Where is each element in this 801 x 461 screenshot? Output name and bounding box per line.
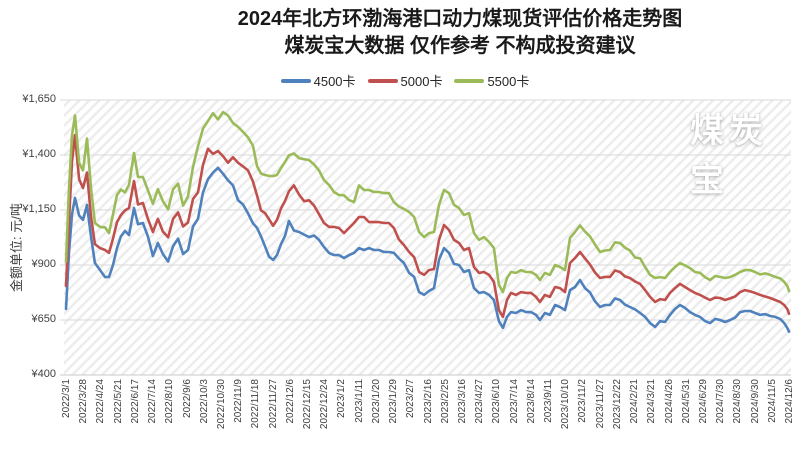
chart-subtitle: 煤炭宝大数据 仅作参考 不构成投资建议 (284, 35, 636, 57)
x-tick-label: 2022/4/24 (95, 379, 107, 424)
plot-background (64, 100, 791, 375)
x-tick-label: 2024/8/30 (732, 379, 744, 424)
series-line-5000卡 (64, 133, 791, 319)
x-tick-label: 2022/6/17 (129, 379, 141, 424)
x-tick-label: 2022/12/15 (302, 379, 313, 430)
x-tick-label: 2022/11/27 (267, 379, 279, 429)
x-tick-label: 2023/9/11 (543, 379, 554, 423)
legend: 4500卡 5000卡 5500卡 (0, 71, 801, 90)
x-tick-label: 2024/11/5 (766, 379, 778, 423)
y-tick-label: ¥1,150 (22, 203, 56, 215)
series-line-5500卡 (64, 110, 791, 294)
series-line-4500卡 (64, 166, 791, 333)
x-tick-label: 2022/5/21 (112, 379, 124, 424)
x-tick-label: 2024/6/29 (697, 379, 709, 424)
legend-label-5500: 5500卡 (487, 74, 530, 89)
x-tick-label: 2024/7/30 (715, 379, 727, 424)
x-tick-label: 2023/6/10 (491, 379, 503, 424)
chart-title: 2024年北方环渤海港口动力煤现货评估价格走势图 (237, 8, 683, 30)
y-tick-label: ¥900 (31, 258, 56, 270)
y-tick-label: ¥400 (31, 368, 56, 380)
legend-item-4500[interactable]: 4500卡 (280, 71, 356, 90)
x-tick-label: 2023/10/10 (560, 379, 572, 430)
x-tick-label: 2023/1/2 (336, 379, 348, 418)
x-tick-label: 2022/11/18 (250, 379, 262, 429)
x-tick-label: 2022/8/10 (164, 379, 176, 424)
y-tick-label: ¥1,650 (22, 93, 56, 105)
x-tick-label: 2024/12/6 (784, 379, 795, 424)
legend-label-5000: 5000卡 (400, 74, 443, 89)
x-tick-label: 2023/4/27 (474, 379, 486, 424)
x-tick-label: 2022/3/1 (61, 379, 72, 418)
legend-item-5500[interactable]: 5500卡 (454, 71, 529, 90)
x-tick-label: 2023/2/25 (439, 379, 451, 424)
x-tick-label: 2023/1/11 (353, 379, 365, 423)
x-tick-label: 2023/11/2 (577, 379, 589, 423)
legend-label-4500: 4500卡 (313, 74, 356, 89)
x-tick-label: 2023/1/29 (388, 379, 400, 424)
x-tick-label: 2022/7/14 (147, 379, 159, 424)
x-tick-label: 2024/9/30 (749, 379, 761, 424)
x-tick-label: 2023/8/14 (525, 379, 537, 424)
watermark: 煤炭宝 (690, 112, 768, 199)
x-tick-label: 2024/2/21 (629, 379, 641, 424)
x-tick-label: 2023/2/7 (405, 379, 417, 418)
legend-marker-5000-icon (367, 78, 398, 83)
x-tick-label: 2024/3/21 (646, 379, 658, 424)
x-tick-label: 2022/10/3 (198, 379, 210, 424)
x-tick-label: 2024/5/31 (680, 379, 692, 424)
x-tick-label: 2023/1/20 (370, 379, 382, 424)
x-tick-label: 2023/3/16 (456, 379, 468, 424)
legend-item-5000[interactable]: 5000卡 (367, 71, 443, 90)
x-tick-label: 2023/2/16 (422, 379, 434, 424)
x-tick-label: 2022/11/9 (233, 379, 245, 423)
y-tick-label: ¥1,400 (22, 148, 56, 160)
x-tick-label: 2022/3/28 (78, 379, 90, 424)
x-tick-label: 2023/12/22 (611, 379, 623, 430)
title-block: 2024年北方环渤海港口动力煤现货评估价格走势图 煤炭宝大数据 仅作参考 不构成… (115, 6, 801, 60)
x-tick-label: 2022/12/24 (319, 379, 331, 430)
x-tick-label: 2022/10/30 (215, 379, 227, 430)
x-tick-label: 2023/7/14 (508, 379, 520, 424)
legend-marker-5500-icon (454, 78, 485, 83)
x-tick-label: 2023/11/27 (594, 379, 606, 429)
x-tick-label: 2024/4/26 (663, 379, 675, 424)
legend-marker-4500-icon (280, 78, 311, 83)
y-tick-label: ¥650 (31, 313, 56, 325)
x-tick-label: 2022/12/6 (284, 379, 296, 424)
x-tick-label: 2022/9/6 (181, 379, 193, 418)
